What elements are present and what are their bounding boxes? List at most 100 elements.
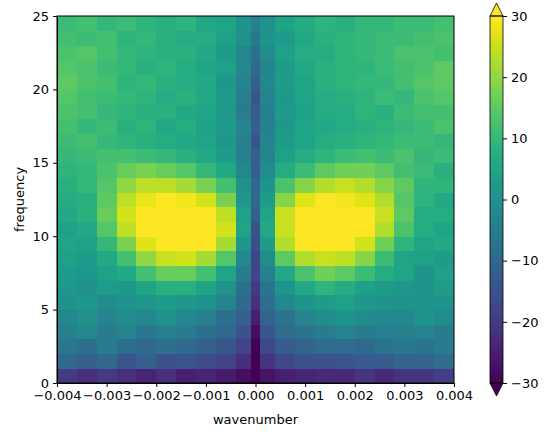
cell (77, 339, 97, 354)
cell (260, 251, 275, 266)
cell (295, 324, 315, 339)
cell (414, 119, 434, 134)
cell (236, 339, 251, 354)
tick: 25 (32, 9, 57, 24)
cell (216, 104, 236, 119)
cell (251, 89, 261, 104)
cell (136, 16, 156, 31)
cell (394, 75, 414, 90)
cell (260, 60, 275, 75)
cell (117, 16, 137, 31)
cell (176, 16, 196, 31)
cell (375, 163, 395, 178)
tick-mark (305, 383, 306, 387)
cell (97, 324, 117, 339)
cell (315, 324, 335, 339)
cell (57, 75, 77, 90)
cell (77, 207, 97, 222)
cell (196, 222, 216, 237)
cell (176, 295, 196, 310)
cell (97, 310, 117, 325)
tick-mark (503, 200, 507, 201)
cell (136, 354, 156, 369)
cell (97, 60, 117, 75)
cell (434, 16, 454, 31)
cell (216, 295, 236, 310)
cell (97, 368, 117, 383)
cell (57, 177, 77, 192)
cell (375, 45, 395, 60)
cell (57, 89, 77, 104)
cell (216, 310, 236, 325)
cell (196, 104, 216, 119)
tick: 0.004 (436, 383, 473, 403)
cell (57, 148, 77, 163)
cell (136, 368, 156, 383)
cell (176, 148, 196, 163)
cell (434, 89, 454, 104)
cell (434, 280, 454, 295)
cell (97, 133, 117, 148)
cell (394, 31, 414, 46)
tick-mark (107, 383, 108, 387)
cell (355, 133, 375, 148)
cell (236, 163, 251, 178)
cell (251, 251, 261, 266)
cell (414, 163, 434, 178)
cell (414, 133, 434, 148)
cell (196, 148, 216, 163)
cell (375, 89, 395, 104)
tick-label: 0.000 (237, 388, 274, 403)
cell (260, 339, 275, 354)
cell (375, 75, 395, 90)
cell (434, 207, 454, 222)
cell (355, 163, 375, 178)
cell (236, 16, 251, 31)
tick-label: −0.002 (133, 388, 181, 403)
cell (394, 280, 414, 295)
cell (275, 280, 295, 295)
cell (260, 310, 275, 325)
tick: 0.000 (237, 383, 274, 403)
cell (295, 222, 315, 237)
cell (136, 192, 156, 207)
cell (77, 89, 97, 104)
tick-mark (503, 138, 507, 139)
cell (196, 177, 216, 192)
chart: −0.004−0.003−0.002−0.0010.0000.0010.0020… (0, 0, 545, 438)
tick-label: 10 (32, 229, 49, 244)
cell (355, 119, 375, 134)
cell (394, 207, 414, 222)
cell (394, 163, 414, 178)
tick-label: 0 (41, 376, 49, 391)
cell (275, 222, 295, 237)
cell (275, 104, 295, 119)
cell (176, 207, 196, 222)
cells (57, 16, 454, 383)
cell (394, 339, 414, 354)
cell (275, 60, 295, 75)
cell (97, 177, 117, 192)
tick-label: 30 (511, 9, 528, 24)
cell (375, 339, 395, 354)
cell (196, 280, 216, 295)
tick-label: −0.001 (182, 388, 230, 403)
tick-mark (404, 383, 405, 387)
tick-label: 0.003 (386, 388, 423, 403)
cell (375, 148, 395, 163)
cell (117, 251, 137, 266)
cell (236, 31, 251, 46)
cell (176, 89, 196, 104)
cell (97, 251, 117, 266)
cell (295, 31, 315, 46)
tick-mark (206, 383, 207, 387)
tick: 10 (503, 131, 528, 146)
tick-label: 25 (32, 9, 49, 24)
cell (156, 339, 176, 354)
cell (77, 368, 97, 383)
tick: 30 (503, 9, 528, 24)
cell (117, 163, 137, 178)
axis-line (53, 17, 58, 384)
cell (315, 89, 335, 104)
cell (260, 266, 275, 281)
